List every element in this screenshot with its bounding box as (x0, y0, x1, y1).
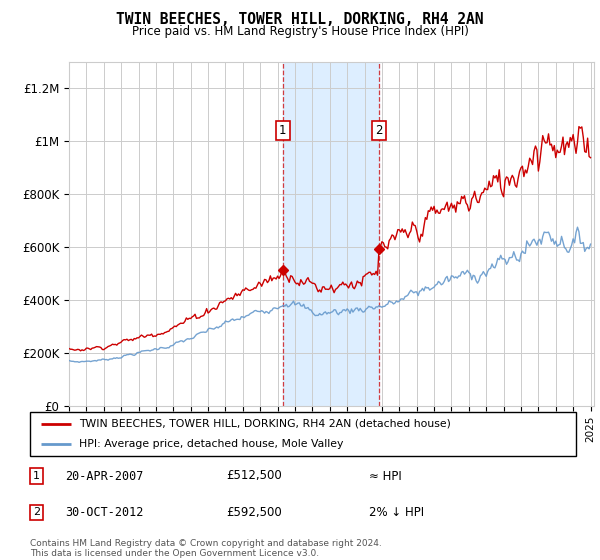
Text: 1: 1 (279, 124, 287, 137)
Text: 30-OCT-2012: 30-OCT-2012 (65, 506, 144, 519)
Bar (283, 62, 379, 406)
Text: 2: 2 (375, 124, 383, 137)
Text: ≈ HPI: ≈ HPI (368, 469, 401, 483)
Text: £592,500: £592,500 (227, 506, 283, 519)
Text: 20-APR-2007: 20-APR-2007 (65, 469, 144, 483)
Text: 1: 1 (33, 471, 40, 481)
FancyBboxPatch shape (30, 412, 576, 456)
Text: Price paid vs. HM Land Registry's House Price Index (HPI): Price paid vs. HM Land Registry's House … (131, 25, 469, 38)
Text: 2% ↓ HPI: 2% ↓ HPI (368, 506, 424, 519)
Text: £512,500: £512,500 (227, 469, 283, 483)
Text: HPI: Average price, detached house, Mole Valley: HPI: Average price, detached house, Mole… (79, 439, 344, 449)
Text: Contains HM Land Registry data © Crown copyright and database right 2024.
This d: Contains HM Land Registry data © Crown c… (30, 539, 382, 558)
Text: TWIN BEECHES, TOWER HILL, DORKING, RH4 2AN: TWIN BEECHES, TOWER HILL, DORKING, RH4 2… (116, 12, 484, 27)
Text: 2: 2 (33, 507, 40, 517)
Text: TWIN BEECHES, TOWER HILL, DORKING, RH4 2AN (detached house): TWIN BEECHES, TOWER HILL, DORKING, RH4 2… (79, 419, 451, 429)
